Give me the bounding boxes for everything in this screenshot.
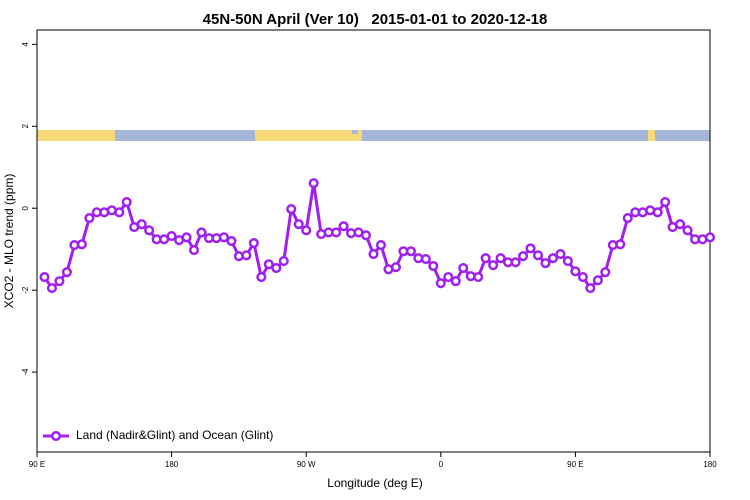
data-point bbox=[562, 256, 573, 267]
land-band bbox=[648, 130, 655, 141]
land-band bbox=[255, 130, 362, 141]
data-point bbox=[54, 276, 65, 287]
data-point bbox=[308, 178, 319, 189]
legend-label: Land (Nadir&Glint) and Ocean (Glint) bbox=[76, 428, 273, 442]
data-point bbox=[435, 278, 446, 289]
y-tick-label: -4 bbox=[21, 368, 30, 376]
data-point bbox=[495, 253, 506, 264]
data-point bbox=[331, 227, 342, 238]
data-point bbox=[256, 272, 267, 283]
data-point bbox=[450, 276, 461, 287]
data-point bbox=[622, 213, 633, 224]
y-tick-label: 2 bbox=[21, 124, 30, 129]
data-point bbox=[218, 232, 229, 243]
data-point bbox=[577, 272, 588, 283]
data-point bbox=[278, 256, 289, 267]
ocean-band bbox=[37, 130, 710, 141]
y-tick-label: 0 bbox=[21, 205, 30, 210]
ocean-band bbox=[352, 130, 358, 134]
data-point bbox=[682, 225, 693, 236]
land-band bbox=[37, 130, 115, 141]
x-tick-label: 90 E bbox=[567, 460, 583, 469]
data-point bbox=[188, 244, 200, 256]
data-point bbox=[420, 253, 431, 265]
data-point bbox=[39, 272, 50, 283]
y-tick-label: 4 bbox=[21, 42, 30, 47]
data-point bbox=[196, 227, 207, 238]
x-tick-label: 90 E bbox=[29, 460, 45, 469]
data-point bbox=[525, 243, 536, 254]
data-point bbox=[114, 207, 125, 218]
data-point bbox=[136, 219, 147, 230]
plot-frame bbox=[36, 29, 711, 453]
data-point bbox=[338, 221, 349, 232]
data-point bbox=[144, 225, 155, 236]
data-point bbox=[76, 239, 87, 250]
data-point bbox=[600, 267, 611, 278]
data-point bbox=[480, 253, 491, 264]
data-point bbox=[84, 213, 95, 224]
y-axis-label: XCO2 - MLO trend (ppm) bbox=[2, 174, 16, 309]
data-point bbox=[473, 272, 484, 283]
data-point bbox=[360, 230, 372, 241]
data-point bbox=[428, 260, 439, 272]
data-point bbox=[458, 262, 469, 274]
data-point bbox=[547, 253, 559, 264]
data-point bbox=[615, 239, 626, 250]
data-point bbox=[592, 275, 603, 286]
data-point bbox=[518, 251, 529, 262]
data-point bbox=[286, 203, 297, 215]
x-tick-label: 180 bbox=[165, 460, 179, 469]
data-point bbox=[660, 197, 671, 208]
data-point bbox=[181, 232, 192, 243]
data-point bbox=[405, 246, 416, 257]
data-point bbox=[510, 257, 521, 268]
y-tick-label: -2 bbox=[21, 286, 30, 294]
data-point bbox=[704, 232, 716, 243]
data-point bbox=[390, 262, 401, 273]
data-point bbox=[443, 272, 454, 283]
data-point bbox=[293, 219, 304, 230]
data-point bbox=[675, 219, 686, 230]
data-point bbox=[532, 250, 544, 261]
data-point bbox=[540, 258, 551, 269]
legend-marker bbox=[50, 430, 62, 442]
data-point bbox=[271, 262, 282, 274]
x-tick-label: 180 bbox=[703, 460, 717, 469]
data-point bbox=[555, 249, 566, 260]
chart-title: 45N-50N April (Ver 10) 2015-01-01 to 202… bbox=[203, 11, 548, 28]
data-point bbox=[488, 260, 499, 271]
data-point bbox=[375, 240, 387, 251]
data-point bbox=[585, 283, 596, 294]
data-point bbox=[241, 250, 252, 261]
data-point bbox=[263, 259, 274, 270]
x-tick-label: 0 bbox=[439, 460, 444, 469]
x-axis-label: Longitude (deg E) bbox=[327, 476, 422, 490]
data-point bbox=[61, 267, 72, 278]
data-point bbox=[166, 231, 177, 242]
x-tick-label: 90 W bbox=[297, 460, 316, 469]
land-ocean-strip bbox=[37, 130, 710, 141]
data-point bbox=[46, 283, 58, 294]
data-point bbox=[121, 197, 132, 208]
data-point bbox=[248, 237, 259, 249]
data-point bbox=[652, 207, 663, 218]
data-point bbox=[301, 225, 312, 236]
data-point bbox=[570, 266, 581, 277]
data-point bbox=[226, 235, 237, 247]
data-point bbox=[368, 249, 379, 260]
